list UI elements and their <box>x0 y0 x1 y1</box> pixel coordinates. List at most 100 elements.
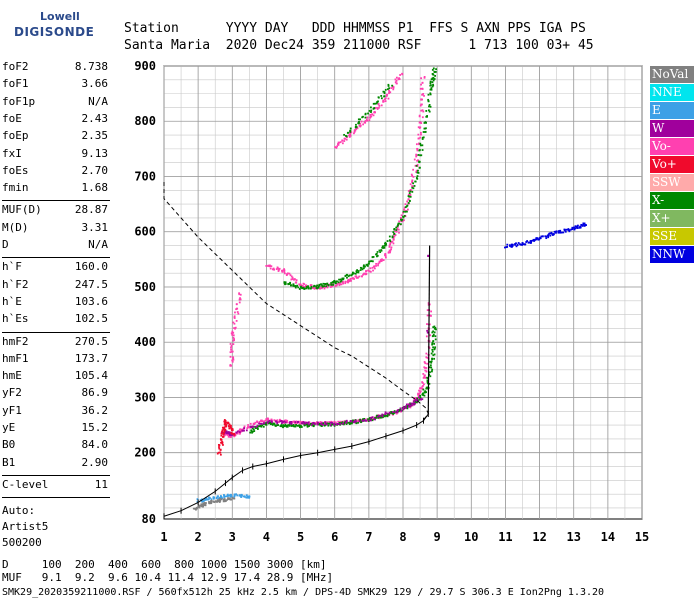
echo-point-x <box>369 260 372 263</box>
echo-point-noval <box>230 498 233 501</box>
param-label: fxI <box>2 146 22 160</box>
echo-point-vo <box>356 419 358 422</box>
echo-point-e <box>223 494 225 496</box>
echo-point-x <box>347 275 350 278</box>
echo-point-vo <box>426 323 428 325</box>
echo-point-vo <box>230 344 233 347</box>
y-tick-label: 700 <box>134 169 156 183</box>
x-tick-label: 8 <box>399 530 406 544</box>
echo-point-vo <box>289 274 292 277</box>
echo-point-vo <box>224 419 227 422</box>
echo-point-x <box>361 268 364 271</box>
echo-point-x <box>316 284 319 287</box>
param-row-foe: foE 2.43 <box>2 112 110 129</box>
header-line2: Santa Maria 2020 Dec24 359 211000 RSF 1 … <box>124 38 594 53</box>
legend-item-e: E <box>650 102 694 119</box>
echo-point-x <box>305 285 308 288</box>
echo-point-vo <box>424 376 427 379</box>
echo-point-vo <box>232 358 235 361</box>
echo-point-e <box>223 496 226 498</box>
param-label: h`E <box>2 294 22 308</box>
echo-point-vo <box>227 425 230 427</box>
echo-point-e <box>206 498 209 501</box>
echo-point-vo <box>403 206 406 209</box>
param-value: 11 <box>94 477 108 491</box>
echo-point-vo <box>385 95 388 97</box>
param-label: M(D) <box>2 220 29 234</box>
echo-point-vo <box>422 93 425 95</box>
y-tick-label: 200 <box>134 446 156 460</box>
echo-point-vo <box>367 269 370 272</box>
echo-point-x <box>303 424 306 426</box>
echo-point-vo <box>295 420 298 423</box>
echo-point-vo <box>241 428 243 431</box>
echo-point-vo <box>394 81 397 84</box>
echo-point-vo <box>312 286 315 289</box>
echo-point-x <box>425 110 428 112</box>
echo-point-vo <box>366 119 369 122</box>
echo-point-x <box>429 360 432 363</box>
param-label: yF2 <box>2 386 22 400</box>
echo-point-noval <box>220 498 223 501</box>
echo-point-x <box>357 122 360 125</box>
echo-point-vo <box>314 421 316 424</box>
echo-point-vo <box>228 427 231 430</box>
echo-point-vo <box>346 281 349 283</box>
param-label: h`F2 <box>2 277 29 291</box>
echo-point-x <box>377 416 380 419</box>
echo-point-x <box>432 79 435 82</box>
echo-point-vo <box>233 432 235 435</box>
echo-point-x <box>430 87 433 90</box>
echo-point-vo <box>426 309 429 312</box>
echo-point-e <box>233 495 236 498</box>
echo-point-x <box>379 251 382 254</box>
echo-point-x <box>284 423 287 426</box>
echo-point-noval <box>228 497 231 500</box>
echo-point-vo <box>238 292 241 295</box>
echo-point-x <box>403 214 406 217</box>
param-label: hmE <box>2 369 22 383</box>
echo-point-vo <box>418 115 421 118</box>
echo-point-x <box>406 210 408 213</box>
echo-point-vo <box>291 421 294 424</box>
echo-point-x <box>328 422 331 425</box>
echo-point-x <box>352 271 354 274</box>
echo-point-e <box>217 495 219 498</box>
echo-point-vo <box>224 425 227 428</box>
echo-point-vo <box>333 420 336 423</box>
echo-point-x <box>252 428 255 431</box>
echo-point-w <box>270 420 273 423</box>
echo-point-vo <box>239 428 242 431</box>
echo-point-x <box>412 182 415 185</box>
echo-point-x <box>397 222 400 225</box>
echo-point-vo <box>238 298 241 301</box>
echo-point-x <box>364 265 366 268</box>
echo-point-x <box>406 407 409 410</box>
echo-point-x <box>349 130 352 132</box>
echo-point-vo <box>355 277 358 279</box>
echo-point-x <box>430 352 433 355</box>
echo-point-x <box>381 245 384 248</box>
echo-point-x <box>277 424 279 426</box>
echo-point-vo <box>220 432 223 435</box>
echo-point-vo <box>410 189 413 192</box>
echo-point-x <box>434 335 437 338</box>
echo-point-vo <box>373 267 376 270</box>
echo-point-x <box>286 424 289 427</box>
echo-point-x <box>432 330 435 333</box>
echo-point-e <box>212 497 215 500</box>
echo-point-vo <box>390 248 392 251</box>
echo-point-vo <box>269 264 271 267</box>
param-label: foE <box>2 111 22 125</box>
echo-point-vo <box>335 284 338 287</box>
legend-item-noval: NoVal <box>650 66 694 83</box>
echo-point-nnw <box>506 243 509 246</box>
echo-point-x <box>423 391 426 394</box>
echo-point-x <box>430 360 433 363</box>
echo-point-vo <box>415 171 418 173</box>
echo-point-vo <box>231 360 234 363</box>
echo-point-x <box>415 164 418 167</box>
echo-point-x <box>345 274 348 276</box>
echo-point-vo <box>268 265 271 268</box>
echo-point-x <box>431 77 434 80</box>
